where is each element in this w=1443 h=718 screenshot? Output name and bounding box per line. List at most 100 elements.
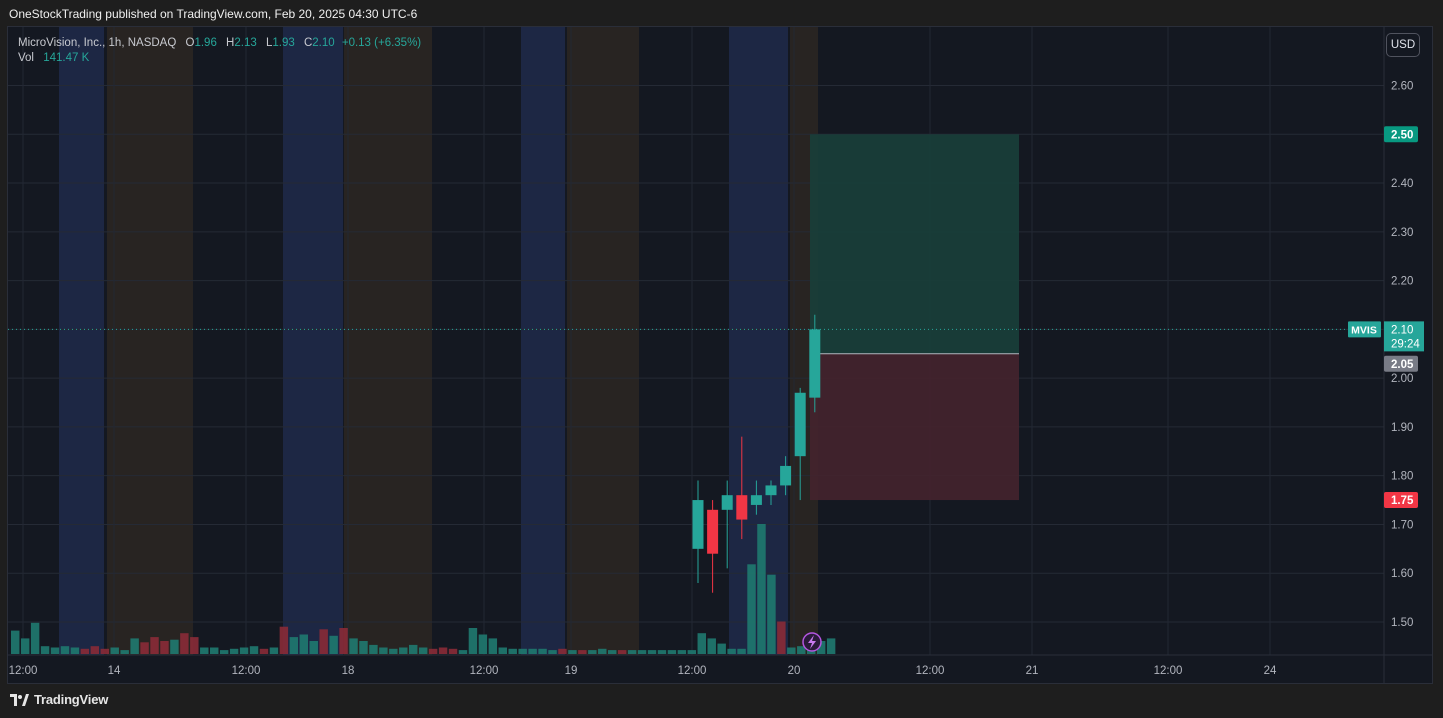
countdown-text: 29:24: [1391, 338, 1420, 350]
volume-bar: [578, 650, 587, 654]
open-key: O: [185, 37, 195, 49]
volume-bar: [707, 638, 716, 654]
volume-bar: [130, 638, 139, 654]
publisher-line: OneStockTrading published on TradingView…: [9, 7, 418, 21]
time-tick-label: 21: [1026, 665, 1039, 677]
price-tick-label: 1.70: [1391, 519, 1413, 531]
position-price-label: [1384, 355, 1418, 372]
volume-bar: [787, 647, 796, 654]
volume-bar: [637, 650, 647, 654]
volume-bar: [478, 634, 488, 654]
volume-bar: [608, 650, 617, 654]
volume-bar: [309, 641, 318, 654]
candle-body: [750, 495, 762, 505]
volume-bar: [647, 650, 657, 654]
volume-bar: [468, 628, 478, 654]
volume-bar: [150, 637, 159, 654]
volume-bar: [210, 647, 219, 654]
volume-bar: [70, 647, 80, 654]
candle-body: [736, 495, 748, 520]
volume-bar: [140, 642, 149, 654]
volume-row: Vol 141.47 K: [18, 51, 421, 66]
volume-bar: [598, 648, 607, 654]
volume-bar: [488, 638, 498, 654]
time-tick-label: 12:00: [9, 665, 38, 677]
volume-bar: [697, 633, 706, 654]
volume-bar: [747, 564, 756, 654]
volume-bar: [110, 647, 119, 654]
price-tick-label: 2.00: [1391, 373, 1413, 385]
lightning-icon-bolt: [808, 635, 816, 649]
tradingview-branding[interactable]: TradingView: [10, 692, 108, 707]
volume-bar: [299, 634, 308, 654]
volume-bar: [379, 647, 388, 654]
candle-body: [692, 500, 704, 549]
last-price-label: [1384, 321, 1424, 352]
symbol-description[interactable]: MicroVision, Inc., 1h, NASDAQ: [18, 37, 177, 49]
price-tick-label: 2.30: [1391, 227, 1413, 239]
session-band: [521, 27, 565, 655]
volume-bar: [90, 646, 100, 654]
high-value: 2.13: [234, 37, 257, 49]
stop-zone: [810, 353, 1019, 501]
chart-panel[interactable]: 1.50 1.60 1.70 1.80 1.90 2.00 2.10 2.20 2.30 2.40…: [7, 26, 1433, 684]
price-chart[interactable]: 1.50 1.60 1.70 1.80 1.90 2.00 2.10 2.20 2.30 2.40…: [8, 27, 1433, 684]
low-key: L: [265, 37, 273, 49]
lightning-icon[interactable]: [802, 632, 822, 652]
candle-body: [707, 509, 719, 554]
volume-bar: [180, 633, 189, 654]
volume-bar: [438, 647, 448, 654]
volume-bar: [20, 638, 30, 654]
volume-bar: [190, 637, 199, 654]
volume-bar: [11, 630, 20, 654]
volume-bar: [418, 647, 428, 654]
volume-bar: [50, 647, 60, 654]
last-price-text: 2.10: [1391, 324, 1413, 336]
time-tick-label: 14: [108, 665, 121, 677]
price-tick-label: 2.40: [1391, 178, 1413, 190]
position-price-text: 2.05: [1391, 359, 1414, 371]
session-band: [107, 27, 193, 655]
chart-legend: MicroVision, Inc., 1h, NASDAQ O1.96 H2.1…: [18, 36, 421, 66]
volume-bar: [588, 650, 597, 654]
volume-bar: [369, 644, 378, 654]
time-tick-label: 12:00: [1154, 665, 1183, 677]
volume-bar: [667, 650, 677, 654]
volume-bar: [727, 648, 736, 654]
volume-bar: [568, 650, 577, 654]
volume-bar: [528, 648, 537, 654]
volume-bar: [389, 648, 398, 654]
session-band: [567, 27, 639, 655]
change-value: +0.13 (+6.35%): [341, 37, 422, 49]
volume-bar: [558, 648, 567, 654]
volume-bar: [289, 637, 299, 654]
volume-bar: [627, 650, 637, 654]
symbol-tag-text: MVIS: [1351, 324, 1377, 336]
volume-key[interactable]: Vol: [18, 52, 34, 64]
volume-bar: [548, 650, 557, 654]
volume-bar: [657, 650, 667, 654]
candle-body: [794, 392, 806, 457]
volume-bar: [239, 647, 249, 654]
low-value: 1.93: [272, 37, 295, 49]
volume-bar: [508, 648, 517, 654]
tradingview-wordmark: TradingView: [34, 692, 109, 707]
candle-body: [780, 465, 792, 486]
currency-button[interactable]: USD: [1386, 33, 1420, 57]
position-price-label: [1384, 126, 1418, 143]
volume-bar: [359, 641, 368, 654]
volume-bar: [319, 629, 328, 654]
time-tick-label: 12:00: [232, 665, 261, 677]
close-value: 2.10: [312, 37, 335, 49]
volume-bar: [409, 644, 418, 654]
high-key: H: [226, 37, 235, 49]
volume-bar: [717, 643, 726, 654]
volume-bar: [518, 648, 527, 654]
volume-bar: [160, 641, 169, 654]
price-tick-label: 1.50: [1391, 617, 1413, 629]
time-tick-label: 18: [342, 665, 355, 677]
time-tick-label: 20: [788, 665, 801, 677]
volume-bar: [826, 638, 836, 654]
volume-bar: [229, 648, 239, 654]
time-tick-label: 24: [1264, 665, 1277, 677]
